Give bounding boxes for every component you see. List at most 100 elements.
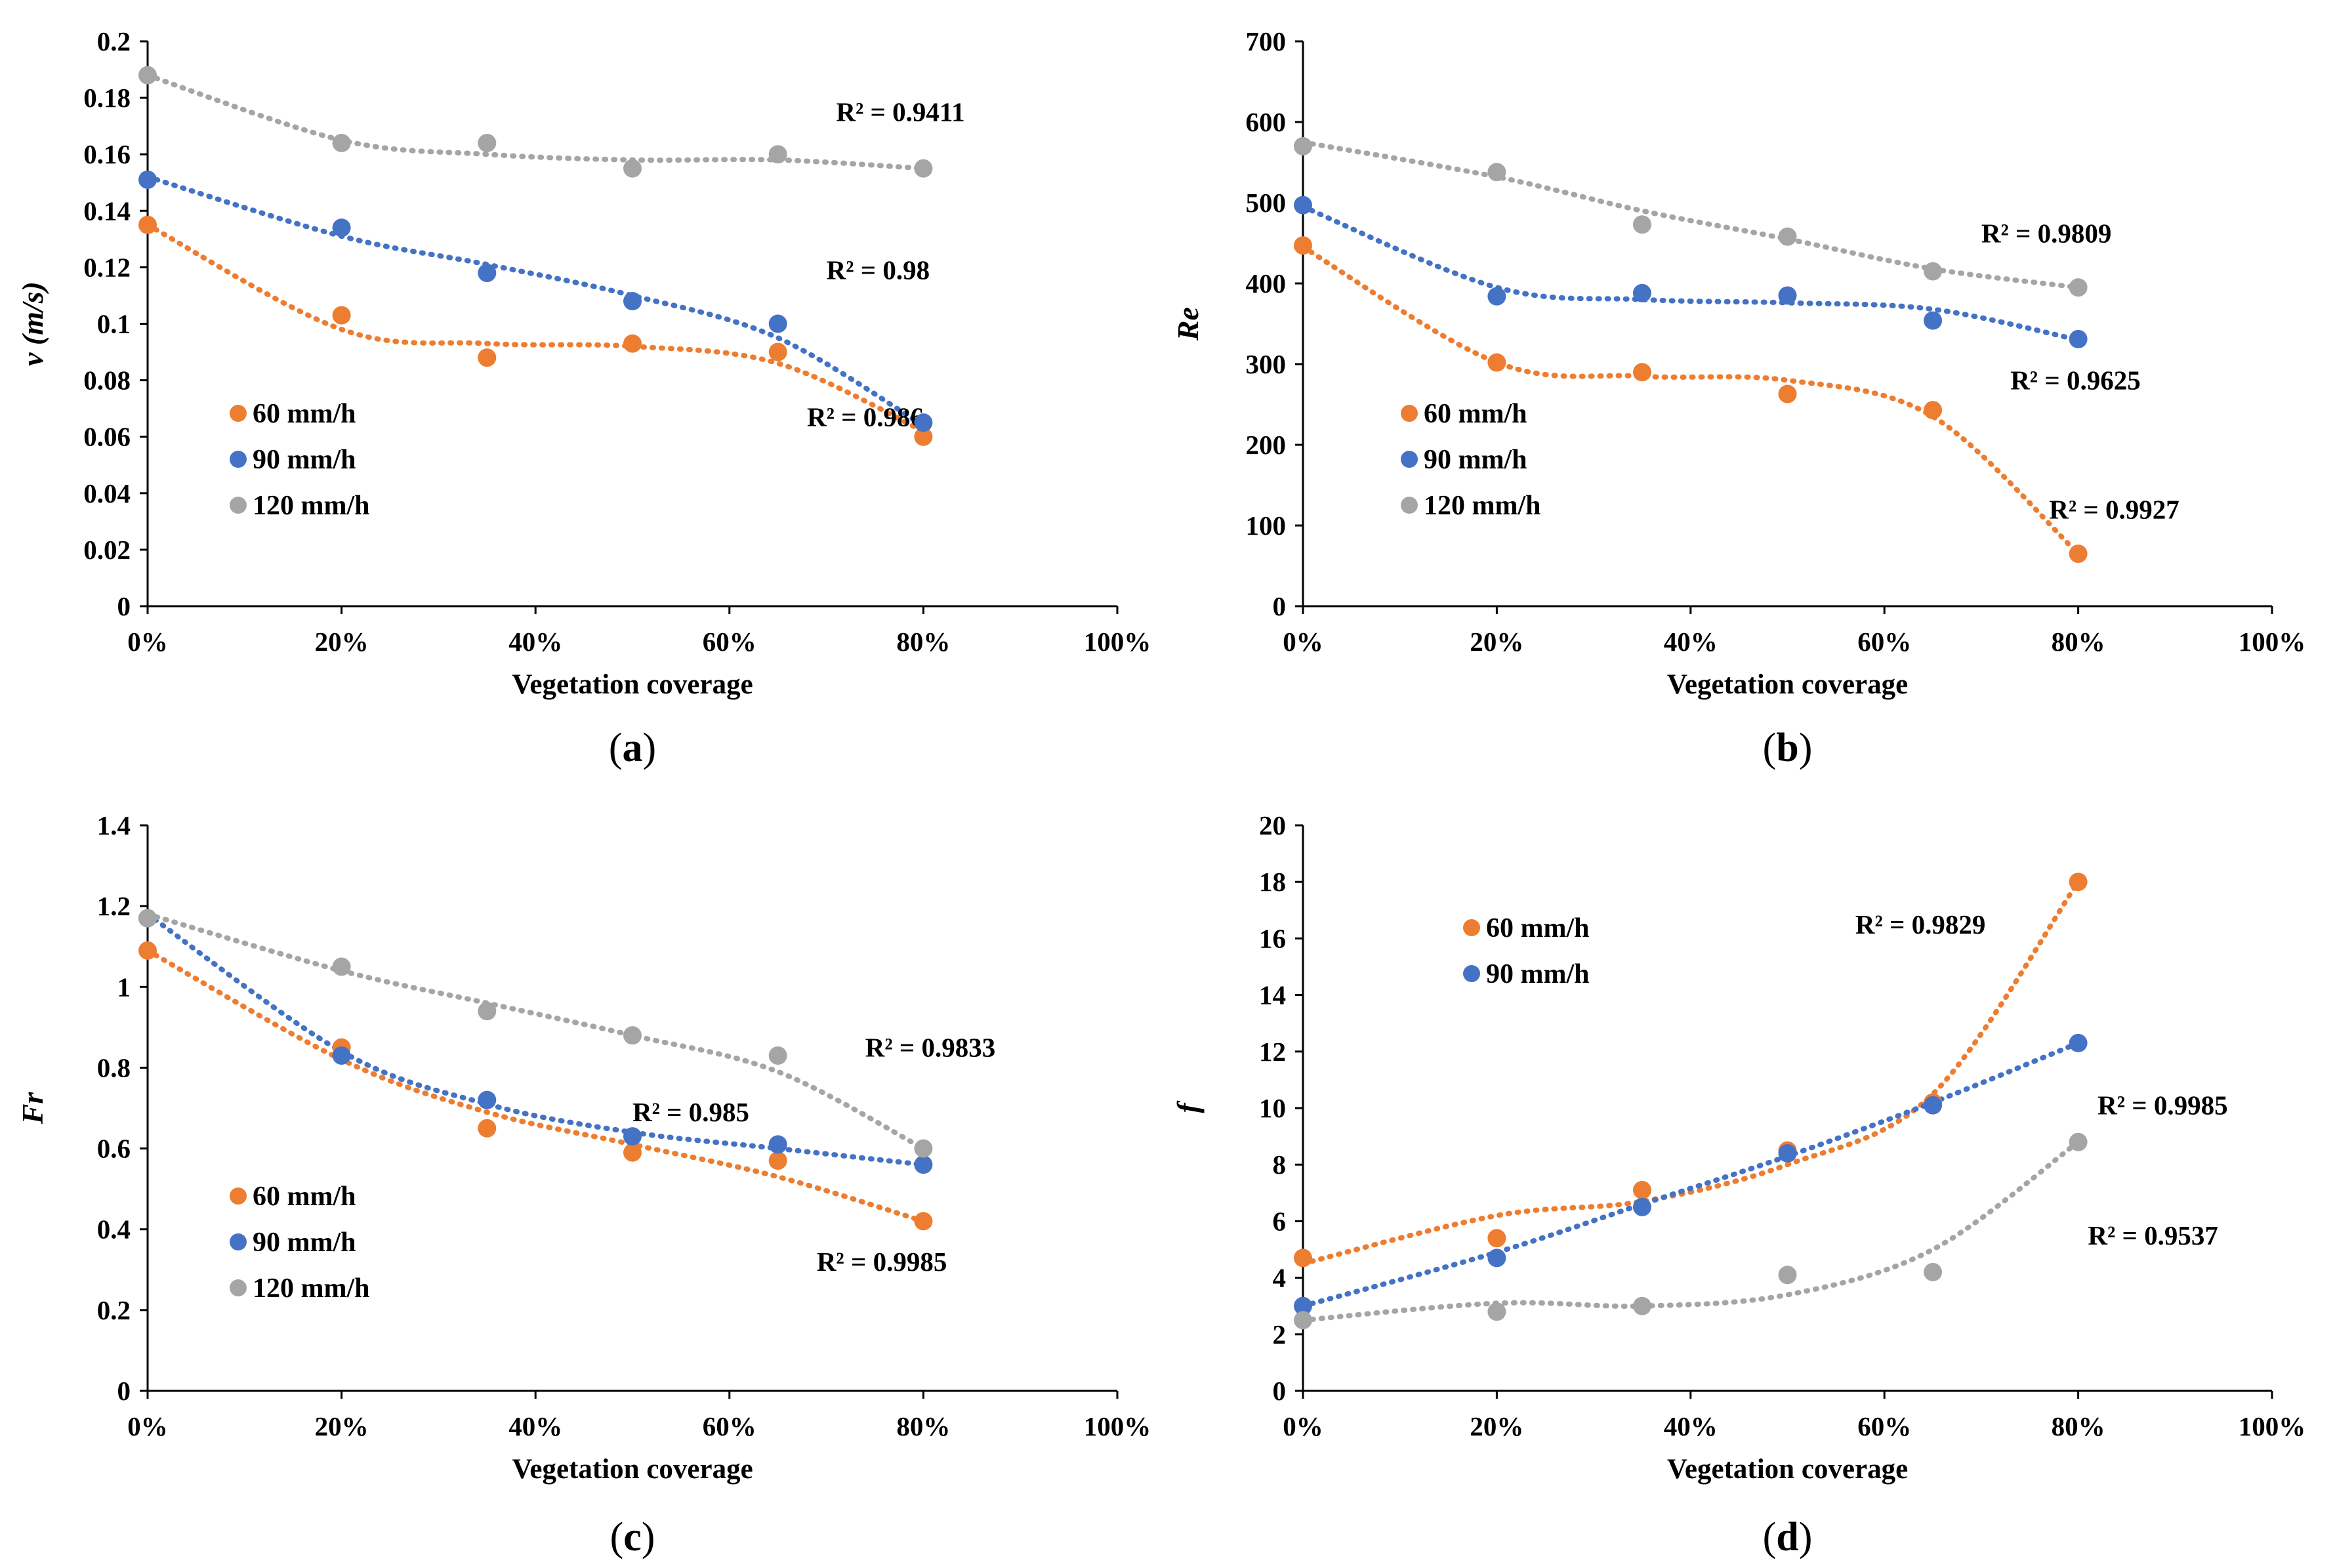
data-point [2069,278,2088,297]
r-squared-label: R² = 0.9809 [1981,218,2112,249]
x-tick-label: 20% [315,627,369,657]
trendline-120-mm-h [145,72,926,171]
y-tick-label: 200 [1246,430,1287,460]
trendline-120-mm-h [145,911,926,1151]
legend-label: 60 mm/h [253,1182,356,1212]
legend-marker [1463,919,1480,936]
data-point [332,218,351,237]
y-tick-label: 0.2 [97,26,131,56]
legend-marker [230,1279,247,1296]
legend-marker [1401,451,1418,468]
legend-marker [230,405,247,422]
chart-panel-d: 0 2 4 6 8 10 12 14 16 18 20 0% 20% 40% 60% 80% 100% Veget… [1171,810,2305,1559]
legend-marker [230,451,247,468]
data-point [1294,136,1312,155]
data-point [2069,1033,2088,1052]
panel-caption: (b) [1763,726,1813,770]
y-tick-label: 1.4 [97,810,131,840]
x-tick-label: 60% [1857,627,1911,657]
x-tick-label: 0% [1283,1411,1323,1441]
data-point [1778,1266,1797,1285]
data-point [914,159,933,178]
data-point [1778,227,1797,246]
y-axis-label: v (m/s) [16,281,49,366]
trendline-90-mm-h [1300,1040,2081,1309]
legend-label: 90 mm/h [253,445,356,475]
data-point [1632,1180,1651,1199]
data-point [914,427,933,446]
data-point [768,1046,787,1065]
trendline-90-mm-h [145,911,926,1168]
data-point [1778,1144,1797,1163]
legend-marker [230,1187,247,1205]
x-tick-label: 100% [1084,627,1151,657]
x-axis-label: Vegetation coverage [512,669,753,700]
y-tick-label: 0.8 [97,1052,131,1083]
r-squared-label: R² = 0.985 [632,1097,749,1127]
y-tick-label: 10 [1259,1093,1286,1123]
x-tick-label: 20% [1470,1411,1523,1441]
x-tick-label: 80% [896,627,950,657]
x-axis-label: Vegetation coverage [1667,1454,1908,1485]
data-point [332,133,351,152]
data-point [332,957,351,976]
legend: 60 mm/h 90 mm/h [1463,913,1590,989]
data-point [2069,329,2088,348]
y-tick-label: 18 [1259,867,1286,897]
data-point [1294,196,1312,215]
legend-marker [1463,965,1480,982]
y-tick-label: 0 [1273,1376,1287,1406]
data-point [1924,262,1943,281]
legend-marker [230,497,247,514]
data-point [1487,287,1506,306]
data-point [1632,1197,1651,1216]
legend-marker [1401,497,1418,514]
y-tick-label: 0.2 [97,1295,131,1325]
trendline-60-mm-h [1300,244,2081,556]
legend-label: 90 mm/h [253,1228,356,1258]
data-point [1294,1248,1312,1268]
y-axis-label: Re [1171,307,1205,341]
data-point [2069,1132,2088,1151]
data-point [914,1155,933,1174]
data-point [914,1139,933,1158]
data-point [478,1119,497,1138]
x-tick-label: 40% [1664,1411,1718,1441]
data-point [138,215,157,234]
panel-caption: (a) [609,726,656,770]
trendline-60-mm-h [145,947,926,1224]
trendline-60-mm-h [145,222,926,434]
trendline-90-mm-h [1300,204,2081,343]
x-tick-label: 80% [2052,1411,2105,1441]
data-point [478,1090,497,1109]
chart-panel-a: 0 0.02 0.04 0.06 0.08 0.1 0.12 0.14 0.16 0.18 0.2 0… [16,26,1151,770]
x-tick-label: 60% [703,1411,756,1441]
chart-panel-b: 0 100 200 300 400 500 600 700 0% 20% 40% 60% 80% 100%… [1171,26,2305,770]
x-tick-label: 40% [508,1411,562,1441]
panel-caption: (c) [610,1515,655,1559]
r-squared-label: R² = 0.986 [807,402,924,432]
panel-caption: (d) [1763,1515,1813,1559]
y-tick-label: 400 [1246,268,1287,299]
legend-label: 90 mm/h [1486,959,1590,989]
trendline-60-mm-h [1300,879,2081,1266]
data-point [332,1046,351,1065]
y-tick-label: 16 [1259,923,1286,953]
x-tick-label: 20% [315,1411,369,1441]
data-point [1632,1296,1651,1315]
data-point [914,413,933,432]
y-tick-label: 0.18 [83,83,131,113]
r-squared-label: R² = 0.9411 [836,97,964,127]
x-tick-label: 20% [1470,627,1523,657]
y-tick-label: 1 [117,972,131,1002]
data-point [1924,1262,1943,1281]
y-tick-label: 4 [1273,1263,1287,1293]
y-tick-label: 0.14 [83,196,131,226]
y-tick-label: 2 [1273,1319,1287,1350]
data-point [623,1127,642,1146]
r-squared-label: R² = 0.98 [827,255,930,285]
y-tick-label: 0.12 [83,252,131,282]
data-point [478,133,497,152]
data-point [478,264,497,283]
r-squared-label: R² = 0.9985 [817,1247,947,1277]
